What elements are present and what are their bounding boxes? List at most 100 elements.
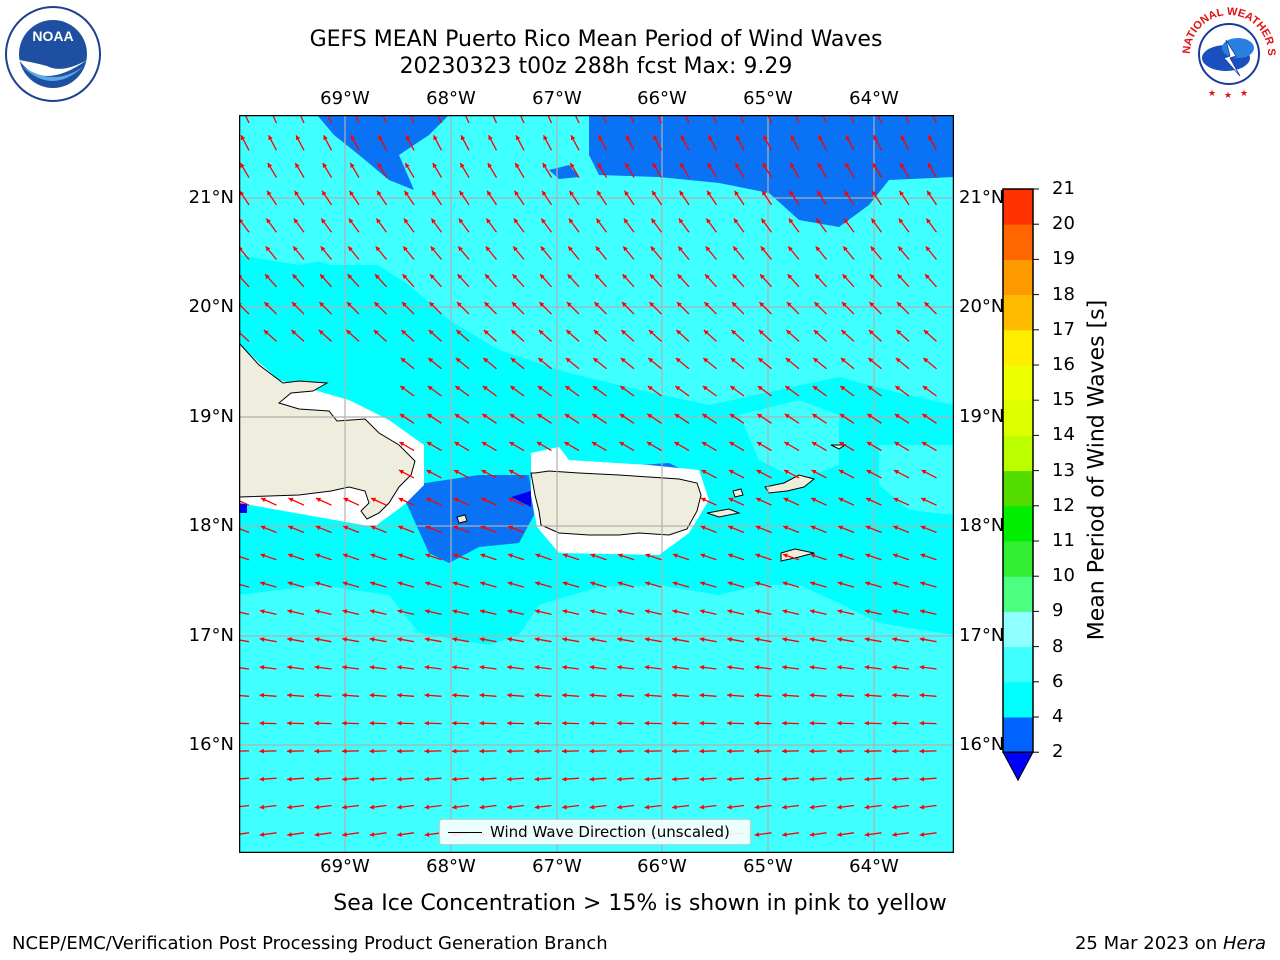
wind-wave-arrowhead [868, 357, 874, 363]
wind-wave-arrowhead [837, 832, 842, 837]
wind-wave-arrowhead [811, 497, 817, 503]
lat-tick-left: 16°N [188, 734, 234, 755]
wind-wave-arrow [239, 555, 250, 561]
wind-wave-arrowhead [735, 162, 740, 168]
wind-wave-arrowhead [919, 748, 924, 754]
wind-wave-arrowhead [259, 804, 265, 810]
wind-wave-arrowhead [675, 357, 681, 363]
wind-wave-arrowhead [892, 637, 898, 642]
wind-wave-arrowhead [644, 609, 650, 614]
wind-wave-arrowhead [817, 162, 823, 168]
wind-wave-arrowhead [754, 748, 759, 754]
wind-wave-arrowhead [617, 720, 622, 726]
colorbar-tick-label: 6 [1052, 670, 1064, 692]
wind-wave-arrowhead [841, 330, 847, 335]
wind-wave-arrowhead [841, 302, 847, 307]
wind-wave-arrowhead [515, 162, 520, 168]
wind-wave-arrowhead [487, 162, 493, 168]
wind-wave-arrowhead [814, 302, 820, 307]
wind-wave-arrow [239, 694, 250, 697]
colorbar-tick-label: 11 [1052, 530, 1075, 551]
wind-wave-arrowhead [920, 553, 926, 558]
wind-wave-arrowhead [733, 218, 739, 224]
wind-wave-arrowhead [892, 748, 897, 754]
wind-wave-arrowhead [892, 776, 897, 782]
wind-wave-arrowhead [729, 442, 735, 447]
wind-wave-arrowhead [510, 357, 516, 363]
wind-wave-arrowhead [810, 581, 816, 586]
lon-tick-bottom: 69°W [320, 856, 370, 877]
wind-wave-arrowhead [369, 748, 374, 754]
wind-wave-arrowhead [509, 413, 515, 419]
wind-wave-arrowhead [620, 357, 626, 363]
lat-tick-right: 19°N [959, 406, 1005, 427]
wind-wave-arrowhead [810, 525, 816, 531]
wind-wave-arrowhead [513, 246, 518, 252]
wind-wave-arrowhead [812, 413, 818, 419]
wind-wave-arrowhead [893, 497, 899, 503]
wind-wave-arrowhead [707, 190, 712, 196]
wind-wave-arrowhead [565, 357, 571, 363]
wind-wave-arrowhead [259, 692, 265, 698]
wind-wave-arrowhead [566, 302, 572, 307]
wind-wave-arrowhead [674, 442, 680, 447]
wind-wave-arrowhead [900, 162, 905, 168]
wind-wave-arrowhead [507, 692, 512, 698]
nws-logo: NATIONAL WEATHER SERVICE ★ ★ ★ [1178, 2, 1277, 101]
colorbar-tick-label: 9 [1052, 600, 1064, 622]
wind-wave-arrowhead [458, 218, 464, 224]
wind-wave-arrowhead [488, 135, 493, 141]
wind-wave-arrowhead [569, 190, 575, 196]
wind-wave-arrowhead [538, 330, 544, 335]
wind-wave-arrowhead [316, 497, 322, 503]
wind-wave-arrowhead [810, 553, 816, 558]
colorbar-under-triangle [1002, 751, 1034, 782]
wind-wave-arrowhead [617, 637, 623, 642]
wind-wave-arrowhead [754, 665, 760, 670]
wind-wave-arrowhead [541, 218, 546, 224]
wind-wave-arrowhead [892, 720, 897, 726]
light-patch-ne [739, 400, 839, 480]
wind-wave-arrowhead [589, 804, 595, 810]
wind-wave-arrowhead [597, 190, 602, 196]
wind-wave-arrowhead [617, 804, 622, 810]
wind-wave-arrowhead [479, 609, 485, 614]
svg-text:★: ★ [1208, 89, 1216, 99]
colorbar-label: Mean Period of Wind Waves [s] [1084, 299, 1110, 641]
wind-wave-arrowhead [507, 553, 513, 558]
wind-wave-arrowhead [432, 162, 438, 168]
wind-wave-arrowhead [699, 748, 704, 754]
wind-wave-arrowhead [788, 218, 794, 224]
wind-wave-arrowhead [320, 246, 326, 252]
wind-wave-arrowhead [535, 553, 541, 558]
wind-wave-arrowhead [787, 274, 793, 280]
wind-wave-arrowhead [342, 692, 347, 698]
wind-wave-arrowhead [593, 330, 599, 335]
colorbar-tick-label: 16 [1052, 354, 1075, 375]
wind-wave-arrowhead [480, 553, 486, 558]
wind-wave-arrowhead [287, 665, 292, 670]
wind-wave-arrowhead [865, 553, 871, 558]
colorbar-tick-label: 4 [1052, 706, 1064, 727]
wind-wave-arrowhead [288, 497, 294, 503]
wind-wave-arrowhead [398, 497, 404, 503]
wind-wave-arrowhead [672, 776, 677, 782]
colorbar-segment [1003, 505, 1033, 542]
wind-wave-arrowhead [570, 135, 576, 141]
wind-wave-arrowhead [534, 665, 540, 670]
wind-wave-arrowhead [294, 190, 300, 196]
wind-wave-arrowhead [839, 413, 845, 419]
wind-wave-arrowhead [866, 497, 872, 503]
wind-wave-arrowhead [568, 246, 573, 252]
wind-wave-arrowhead [542, 162, 548, 168]
wind-wave-arrowhead [315, 525, 321, 531]
wind-wave-arrowhead [786, 302, 792, 307]
lon-tick-bottom: 65°W [743, 856, 793, 877]
wind-wave-arrowhead [424, 637, 430, 642]
colorbar-segment [1003, 294, 1033, 331]
wind-wave-arrowhead [866, 469, 872, 475]
colorbar-segment [1003, 646, 1033, 683]
wind-wave-arrowhead [617, 581, 623, 586]
wind-wave-arrowhead [455, 385, 461, 391]
wind-wave-arrowhead [260, 553, 266, 558]
